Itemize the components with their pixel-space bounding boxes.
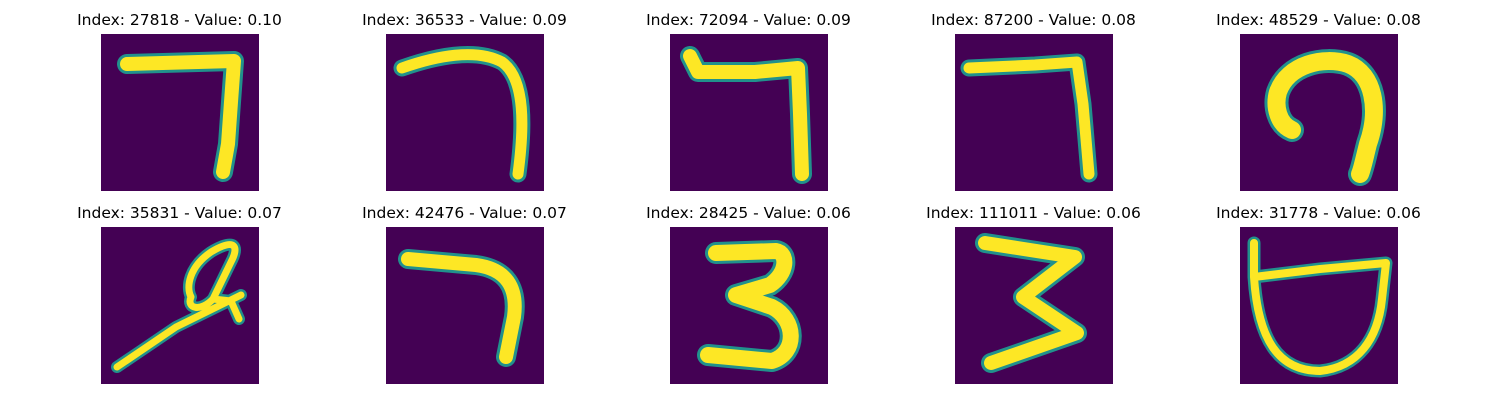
panel-image <box>955 227 1113 384</box>
image-panel: Index: 31778 - Value: 0.06 <box>1176 201 1461 394</box>
panel-title: Index: 42476 - Value: 0.07 <box>362 204 567 222</box>
handwritten-glyph <box>960 53 1098 183</box>
image-panel: Index: 111011 - Value: 0.06 <box>891 201 1176 394</box>
panel-image <box>101 227 259 384</box>
panel-title: Index: 31778 - Value: 0.06 <box>1216 204 1421 222</box>
handwritten-glyph <box>398 249 525 367</box>
panel-image <box>1240 34 1398 191</box>
panel-image <box>670 227 828 384</box>
panel-title: Index: 36533 - Value: 0.09 <box>362 11 567 29</box>
handwritten-glyph <box>117 51 244 182</box>
panel-image <box>955 34 1113 191</box>
image-panel: Index: 87200 - Value: 0.08 <box>891 8 1176 201</box>
handwritten-glyph <box>393 46 531 183</box>
panel-title: Index: 111011 - Value: 0.06 <box>926 204 1141 222</box>
handwritten-glyph <box>111 238 247 373</box>
panel-title: Index: 27818 - Value: 0.10 <box>77 11 282 29</box>
handwritten-glyph <box>697 240 802 372</box>
panel-title: Index: 28425 - Value: 0.06 <box>646 204 851 222</box>
handwritten-glyph <box>1264 49 1386 186</box>
handwritten-glyph <box>1247 236 1393 378</box>
image-panel: Index: 27818 - Value: 0.10 <box>37 8 322 201</box>
handwritten-glyph <box>680 46 812 184</box>
panel-image <box>670 34 828 191</box>
panel-title: Index: 48529 - Value: 0.08 <box>1216 11 1421 29</box>
panel-title: Index: 87200 - Value: 0.08 <box>931 11 1136 29</box>
image-panel: Index: 35831 - Value: 0.07 <box>37 201 322 394</box>
panel-image <box>1240 227 1398 384</box>
panel-title: Index: 72094 - Value: 0.09 <box>646 11 851 29</box>
image-panel: Index: 42476 - Value: 0.07 <box>322 201 607 394</box>
image-panel: Index: 36533 - Value: 0.09 <box>322 8 607 201</box>
handwritten-glyph <box>975 233 1087 373</box>
panel-title: Index: 35831 - Value: 0.07 <box>77 204 282 222</box>
panel-image <box>386 34 544 191</box>
image-panel: Index: 48529 - Value: 0.08 <box>1176 8 1461 201</box>
panel-image <box>101 34 259 191</box>
image-panel: Index: 72094 - Value: 0.09 <box>606 8 891 201</box>
panel-image <box>386 227 544 384</box>
image-panel: Index: 28425 - Value: 0.06 <box>606 201 891 394</box>
